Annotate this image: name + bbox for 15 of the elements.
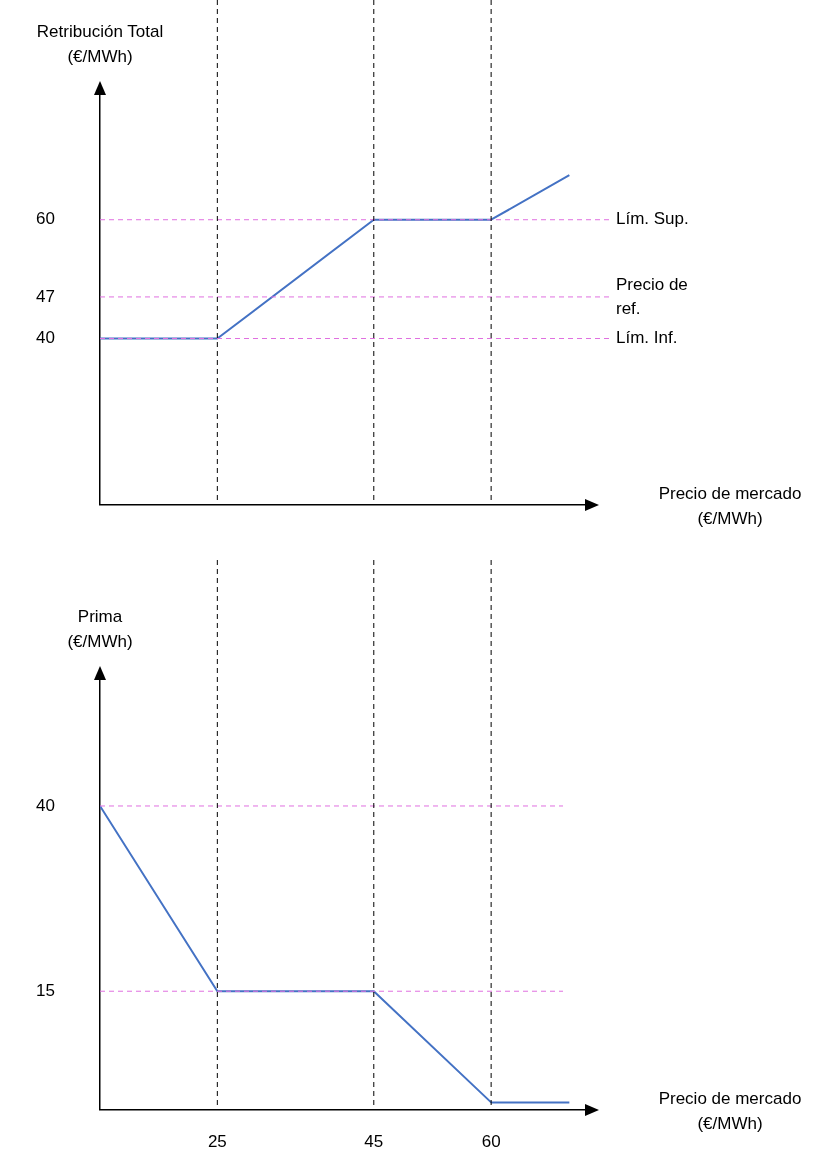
y-tick-label: 40	[36, 328, 55, 348]
x-axis-title: Precio de mercado (€/MWh)	[658, 484, 802, 529]
y-axis-title: Prima (€/MWh)	[67, 606, 133, 651]
y-tick-label: 15	[36, 980, 55, 1000]
x-tick-label: 45	[364, 1131, 384, 1151]
ref-line-label: Precio de ref.	[616, 274, 688, 318]
y-tick-label: 47	[36, 286, 55, 306]
ref-line-label: Lím. Inf.	[616, 328, 678, 348]
x-axis-title: Precio de mercado (€/MWh)	[658, 1089, 802, 1134]
y-tick-label: 60	[36, 209, 55, 229]
y-tick-label: 40	[36, 795, 55, 815]
x-tick-label: 25	[207, 1131, 227, 1151]
x-tick-label: 60	[481, 1131, 501, 1151]
y-axis-title: Retribución Total (€/MWh)	[36, 21, 164, 66]
ref-line-label: Lím. Sup.	[616, 209, 689, 229]
